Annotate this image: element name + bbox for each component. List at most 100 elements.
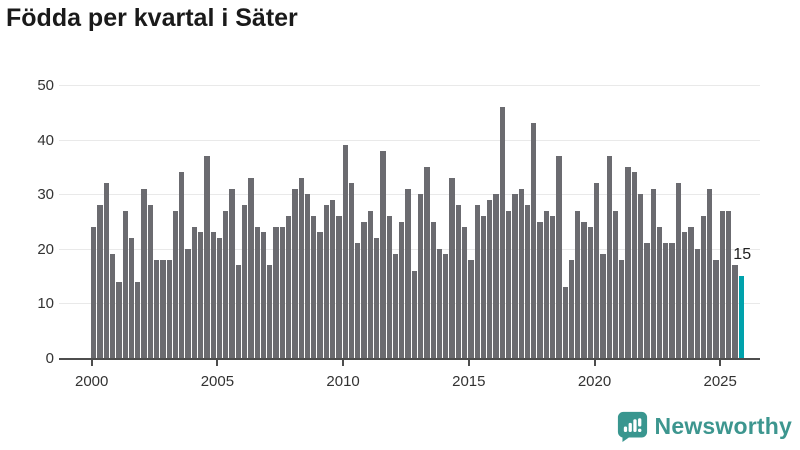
bar — [279, 226, 286, 358]
bar — [348, 183, 355, 358]
bar — [154, 259, 160, 358]
bar — [443, 254, 449, 358]
bar — [210, 232, 216, 358]
y-tick-label-10: 10 — [37, 295, 54, 313]
bar — [644, 243, 650, 358]
bar — [568, 259, 575, 358]
bar — [493, 194, 499, 358]
bar — [713, 259, 719, 358]
bar — [147, 205, 154, 358]
bar — [311, 216, 317, 358]
bar — [449, 177, 455, 358]
bar — [411, 270, 418, 358]
bar — [135, 281, 141, 358]
bar — [355, 243, 361, 358]
bar — [631, 172, 637, 358]
bar — [342, 145, 348, 358]
bar — [707, 188, 713, 358]
bar — [229, 188, 235, 358]
bar — [204, 155, 210, 358]
bar — [650, 188, 656, 358]
y-tick-label-30: 30 — [37, 186, 54, 204]
bar — [694, 248, 700, 358]
bar — [141, 188, 147, 358]
bar — [361, 221, 367, 358]
bar — [405, 188, 411, 358]
bar — [436, 248, 443, 358]
x-tick-label-2000: 2000 — [75, 373, 109, 390]
bar — [669, 243, 675, 358]
x-tick-2020 — [593, 360, 596, 366]
last-value-label: 15 — [733, 246, 752, 264]
bar — [128, 237, 135, 358]
bar — [242, 205, 248, 358]
bar — [474, 205, 480, 358]
bar — [681, 232, 688, 358]
bar — [160, 259, 166, 358]
bar — [543, 210, 550, 358]
bar — [399, 221, 405, 358]
bar — [330, 199, 336, 358]
y-tick-label-20: 20 — [37, 240, 54, 258]
bar — [323, 205, 330, 358]
bar — [198, 232, 204, 358]
x-tick-2015 — [467, 360, 470, 366]
bar — [612, 210, 619, 358]
bar — [430, 221, 436, 358]
bar — [675, 183, 681, 358]
bar — [663, 243, 669, 358]
bar — [518, 188, 524, 358]
bar — [179, 172, 185, 358]
bar — [700, 216, 707, 358]
bar — [468, 259, 474, 358]
bar — [267, 265, 273, 358]
bar — [524, 205, 531, 358]
bar — [317, 232, 323, 358]
speech-bubble-shape — [617, 411, 647, 442]
bar — [292, 188, 298, 358]
bar — [392, 254, 399, 358]
x-tick-2000 — [90, 360, 93, 366]
bar — [487, 199, 493, 358]
bar — [556, 155, 562, 358]
plot-area — [59, 85, 760, 360]
bar — [637, 194, 644, 358]
bar — [550, 216, 556, 358]
bar — [725, 210, 732, 358]
bar — [367, 210, 374, 358]
bar — [216, 237, 223, 358]
bar — [512, 194, 518, 358]
newsworthy-logo: Newsworthy — [617, 411, 792, 442]
bar — [386, 216, 392, 358]
bar — [235, 265, 242, 358]
bar — [166, 259, 172, 358]
x-tick-label-2010: 2010 — [326, 373, 360, 390]
bar — [625, 166, 631, 358]
gridline-y-50 — [59, 85, 760, 86]
bar — [298, 177, 304, 358]
x-tick-label-2025: 2025 — [703, 373, 737, 390]
bar — [103, 183, 110, 358]
bar — [455, 205, 462, 358]
x-tick-2010 — [342, 360, 345, 366]
bar — [581, 221, 587, 358]
bar — [172, 210, 179, 358]
bar — [273, 226, 279, 358]
x-axis-line — [59, 358, 760, 360]
bar — [462, 226, 468, 358]
bar — [374, 237, 380, 358]
x-tick-label-2015: 2015 — [452, 373, 486, 390]
bar-highlight — [738, 276, 744, 358]
bar — [185, 248, 191, 358]
y-tick-label-50: 50 — [37, 77, 54, 94]
bar — [336, 216, 342, 358]
bar — [380, 150, 386, 358]
bar — [537, 221, 543, 358]
bar — [600, 254, 606, 358]
chart-title: Födda per kvartal i Säter — [6, 4, 298, 32]
x-tick-label-2020: 2020 — [577, 373, 612, 390]
bar — [562, 287, 568, 358]
bar — [223, 210, 229, 358]
